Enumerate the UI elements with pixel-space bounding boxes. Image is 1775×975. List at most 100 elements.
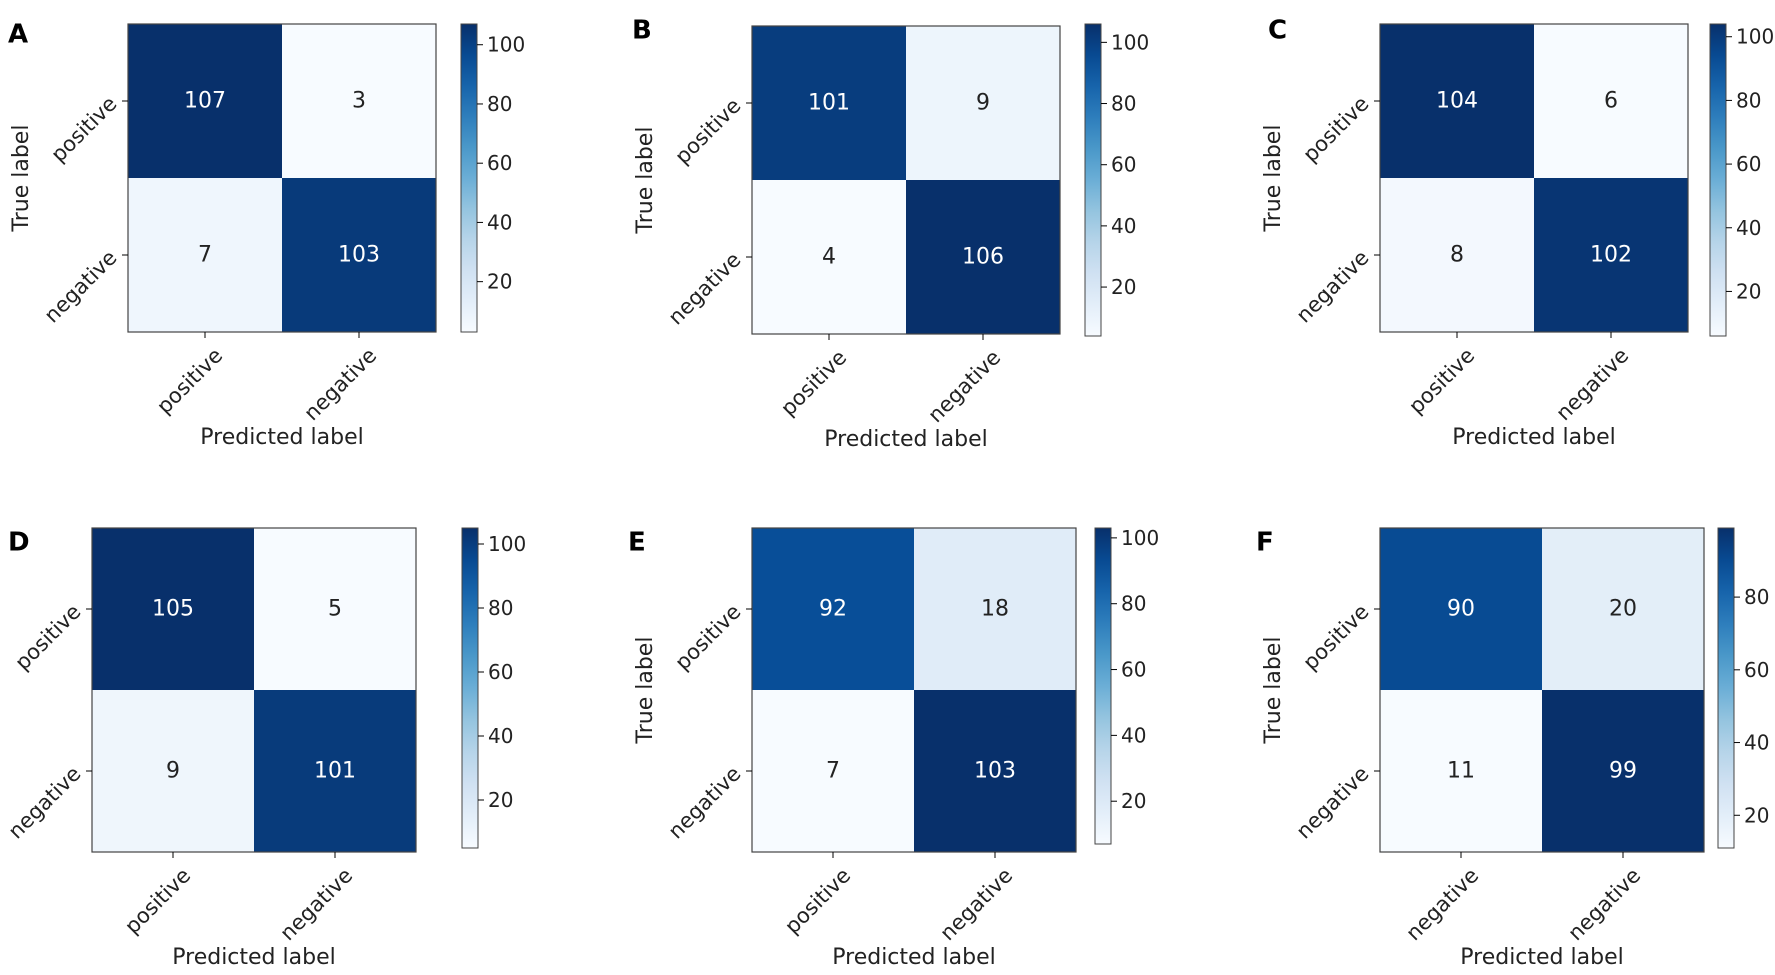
cell-value: 9 bbox=[976, 91, 990, 116]
colorbar-tick-label: 40 bbox=[1736, 216, 1761, 240]
cell-value: 8 bbox=[1450, 243, 1464, 268]
cell-value: 101 bbox=[314, 759, 356, 784]
colorbar-tick-label: 80 bbox=[487, 92, 512, 116]
cell-value: 7 bbox=[826, 759, 840, 784]
matrix-cell bbox=[1380, 690, 1542, 852]
x-tick-label: negative bbox=[1401, 863, 1483, 945]
x-tick-label: negative bbox=[1563, 863, 1645, 945]
colorbar-tick-label: 80 bbox=[488, 596, 513, 620]
colorbar bbox=[1717, 527, 1735, 849]
matrix-cell bbox=[1534, 24, 1688, 178]
matrix-cell bbox=[92, 690, 254, 852]
colorbar-tick-label: 40 bbox=[1111, 214, 1136, 238]
colorbar-tick-label: 80 bbox=[1121, 592, 1146, 616]
colorbar-tick-label: 60 bbox=[488, 660, 513, 684]
x-tick-label: negative bbox=[1551, 343, 1633, 425]
matrix-cell bbox=[1542, 528, 1704, 690]
heatmap-frame bbox=[127, 23, 437, 333]
matrix-cell bbox=[1380, 528, 1542, 690]
colorbar-tick-label: 40 bbox=[1121, 723, 1146, 747]
colorbar bbox=[1709, 23, 1727, 337]
matrix-cell bbox=[914, 690, 1076, 852]
colorbar-tick-label: 20 bbox=[1121, 789, 1146, 813]
x-axis-title: Predicted label bbox=[1452, 425, 1615, 450]
y-tick-label: negative bbox=[664, 248, 746, 330]
cell-value: 92 bbox=[819, 597, 847, 622]
colorbar-tick-label: 100 bbox=[488, 532, 526, 556]
y-tick-label: negative bbox=[4, 762, 86, 844]
matrix-cell bbox=[1542, 690, 1704, 852]
cell-value: 103 bbox=[974, 759, 1016, 784]
matrix-cell bbox=[254, 690, 416, 852]
colorbar-tick-label: 40 bbox=[488, 724, 513, 748]
matrix-cell bbox=[128, 24, 282, 178]
colorbar-tick-label: 100 bbox=[1121, 526, 1159, 550]
panel-label: D bbox=[8, 527, 30, 557]
colorbar-tick-label: 60 bbox=[1121, 658, 1146, 682]
colorbar-tick-label: 100 bbox=[1111, 30, 1149, 54]
y-tick-label: negative bbox=[1292, 246, 1374, 328]
x-tick-label: positive bbox=[780, 863, 855, 938]
x-axis-title: Predicted label bbox=[1460, 945, 1623, 970]
x-tick-label: negative bbox=[299, 343, 381, 425]
x-tick-label: positive bbox=[1404, 343, 1479, 418]
colorbar bbox=[461, 527, 479, 849]
x-axis-title: Predicted label bbox=[824, 427, 987, 452]
matrix-cell bbox=[1380, 24, 1534, 178]
matrix-cell bbox=[282, 178, 436, 332]
cell-value: 106 bbox=[962, 245, 1004, 270]
cell-value: 107 bbox=[184, 89, 226, 114]
colorbar-tick-label: 100 bbox=[1736, 25, 1774, 49]
colorbar-tick-label: 80 bbox=[1111, 92, 1136, 116]
panel-a: A 107 3 7 103 positive negative positive negativ… bbox=[8, 19, 525, 450]
panel-label: F bbox=[1256, 527, 1274, 557]
y-tick-label: negative bbox=[1292, 762, 1374, 844]
y-tick-label: positive bbox=[46, 92, 121, 167]
colorbar-tick-label: 20 bbox=[487, 270, 512, 294]
cell-value: 6 bbox=[1604, 89, 1618, 114]
y-tick-label: negative bbox=[40, 246, 122, 328]
cell-value: 105 bbox=[152, 597, 194, 622]
colorbar-tick-label: 20 bbox=[1744, 803, 1769, 827]
y-axis-title: True label bbox=[9, 125, 34, 233]
matrix-cell bbox=[914, 528, 1076, 690]
panel-label: B bbox=[632, 15, 652, 45]
heatmap-frame bbox=[751, 25, 1061, 335]
matrix-cell bbox=[128, 178, 282, 332]
colorbar-tick-label: 100 bbox=[487, 33, 525, 57]
matrix-cell bbox=[92, 528, 254, 690]
heatmap-frame bbox=[91, 527, 417, 853]
y-axis-title: True label bbox=[633, 127, 658, 235]
y-tick-label: negative bbox=[664, 762, 746, 844]
x-tick-label: negative bbox=[923, 345, 1005, 427]
panel-d: D 105 5 9 101 positive negative positive negativ… bbox=[4, 527, 526, 970]
cell-value: 7 bbox=[198, 243, 212, 268]
y-axis-title: True label bbox=[1261, 125, 1286, 233]
x-tick-label: positive bbox=[120, 863, 195, 938]
colorbar-tick-label: 20 bbox=[1111, 275, 1136, 299]
cell-value: 11 bbox=[1447, 759, 1475, 784]
x-tick-label: negative bbox=[935, 863, 1017, 945]
x-axis-title: Predicted label bbox=[832, 945, 995, 970]
x-axis-title: Predicted label bbox=[172, 945, 335, 970]
cell-value: 99 bbox=[1609, 759, 1637, 784]
colorbar-tick-label: 60 bbox=[1744, 658, 1769, 682]
matrix-cell bbox=[282, 24, 436, 178]
colorbar-tick-label: 80 bbox=[1736, 88, 1761, 112]
matrix-cell bbox=[1534, 178, 1688, 332]
y-axis-title: True label bbox=[1261, 637, 1286, 745]
panel-label: E bbox=[628, 527, 646, 557]
y-tick-label: positive bbox=[670, 94, 745, 169]
heatmap-frame bbox=[1379, 23, 1689, 333]
colorbar bbox=[460, 23, 478, 333]
matrix-cell bbox=[752, 26, 906, 180]
matrix-cell bbox=[1380, 178, 1534, 332]
colorbar-tick-label: 20 bbox=[488, 788, 513, 812]
matrix-cell bbox=[752, 180, 906, 334]
panel-label: C bbox=[1268, 15, 1287, 45]
colorbar bbox=[1084, 23, 1102, 337]
heatmap-frame bbox=[751, 527, 1077, 853]
y-tick-label: positive bbox=[670, 600, 745, 675]
matrix-cell bbox=[906, 26, 1060, 180]
